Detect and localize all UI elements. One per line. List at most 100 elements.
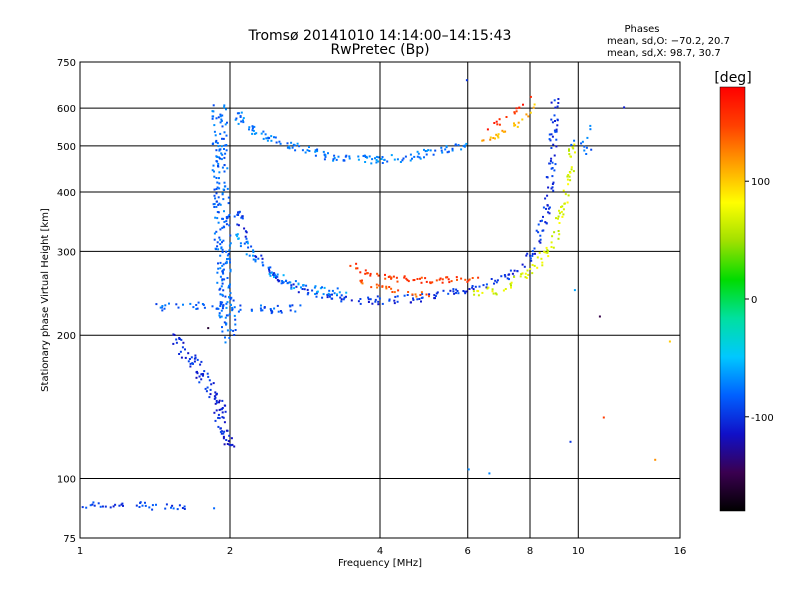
- data-point: [557, 217, 559, 220]
- data-point: [418, 156, 421, 159]
- data-point: [250, 309, 253, 312]
- data-point: [546, 194, 549, 197]
- data-point: [501, 129, 504, 132]
- data-point: [504, 288, 507, 290]
- data-point: [343, 159, 346, 162]
- data-point: [586, 136, 589, 139]
- data-point: [179, 350, 182, 353]
- data-point: [381, 302, 384, 305]
- data-point: [219, 203, 222, 206]
- data-point: [223, 144, 226, 147]
- data-point: [217, 262, 219, 265]
- data-point: [219, 275, 222, 278]
- data-point: [525, 254, 528, 257]
- data-point: [266, 139, 269, 142]
- data-point: [261, 261, 264, 264]
- data-point: [474, 285, 477, 288]
- data-point: [396, 295, 399, 298]
- data-point: [221, 264, 224, 267]
- data-point: [423, 148, 425, 151]
- data-point: [442, 289, 445, 292]
- data-point: [227, 196, 230, 199]
- data-point: [237, 214, 240, 216]
- data-point: [547, 186, 550, 189]
- data-point: [199, 363, 202, 366]
- data-point: [337, 155, 340, 158]
- data-point: [438, 278, 441, 281]
- data-point: [390, 287, 393, 290]
- data-point: [375, 159, 378, 161]
- data-point: [251, 127, 254, 130]
- data-point: [361, 282, 364, 285]
- data-point: [278, 279, 281, 282]
- data-point: [268, 269, 271, 272]
- data-point: [217, 413, 220, 416]
- data-point: [555, 138, 558, 141]
- data-point: [465, 290, 468, 293]
- data-point: [446, 151, 449, 154]
- data-point: [216, 186, 219, 189]
- data-point: [225, 439, 228, 441]
- data-point: [269, 266, 272, 269]
- data-point: [281, 280, 284, 282]
- data-point: [553, 154, 556, 157]
- data-point: [215, 399, 218, 402]
- data-point: [262, 130, 265, 133]
- data-point: [523, 265, 526, 268]
- data-point: [275, 275, 278, 278]
- data-point: [598, 315, 601, 318]
- data-point: [220, 285, 223, 288]
- data-point: [531, 253, 534, 255]
- data-point: [227, 257, 230, 260]
- data-point: [472, 288, 475, 291]
- stats-o-mode: mean, sd,O: −70.2, 20.7: [607, 36, 730, 47]
- data-point: [201, 303, 204, 305]
- data-point: [155, 503, 157, 506]
- data-point: [228, 296, 230, 298]
- data-point: [371, 302, 374, 305]
- data-point: [213, 124, 216, 127]
- data-point: [404, 155, 407, 158]
- data-point: [509, 269, 512, 272]
- data-point: [403, 275, 406, 278]
- data-point: [212, 104, 215, 107]
- data-point: [268, 273, 271, 276]
- data-point: [265, 137, 268, 140]
- data-point: [537, 231, 540, 234]
- data-point: [424, 277, 427, 280]
- data-point: [397, 289, 400, 292]
- data-point: [509, 282, 512, 285]
- data-point: [219, 316, 222, 319]
- y-tick-label: 300: [57, 247, 76, 258]
- data-point: [229, 303, 232, 306]
- data-point: [447, 292, 450, 295]
- data-point: [539, 241, 542, 244]
- data-point: [377, 303, 380, 306]
- data-point: [567, 183, 570, 186]
- data-point: [425, 293, 428, 296]
- data-point: [242, 117, 245, 120]
- data-point: [223, 170, 226, 173]
- data-point: [164, 304, 167, 307]
- data-point: [552, 181, 555, 184]
- data-point: [217, 221, 220, 224]
- data-point: [220, 145, 223, 148]
- data-point: [223, 185, 226, 188]
- data-point: [213, 507, 216, 510]
- data-point: [493, 122, 496, 124]
- data-point: [338, 291, 341, 294]
- data-point: [481, 291, 484, 294]
- data-point: [239, 245, 242, 248]
- data-point: [232, 329, 235, 332]
- data-point: [494, 292, 497, 295]
- data-point: [513, 112, 516, 115]
- data-point: [242, 121, 245, 124]
- data-point: [273, 272, 276, 275]
- data-point: [213, 397, 216, 400]
- data-point: [214, 396, 217, 399]
- data-point: [558, 209, 560, 212]
- data-point: [552, 189, 555, 192]
- data-point: [491, 288, 494, 291]
- data-point: [299, 304, 302, 307]
- data-point: [321, 286, 323, 289]
